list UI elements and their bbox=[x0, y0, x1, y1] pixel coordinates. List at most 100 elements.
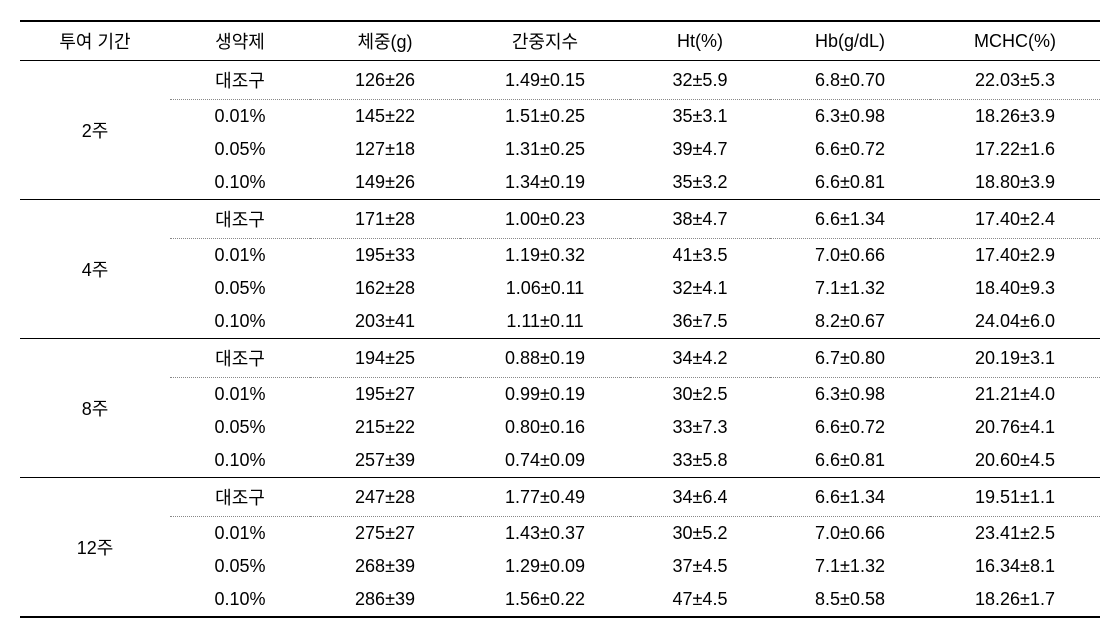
data-cell: 30±2.5 bbox=[630, 378, 770, 412]
data-cell: 35±3.1 bbox=[630, 100, 770, 134]
data-cell: 0.05% bbox=[170, 411, 310, 444]
data-cell: 34±4.2 bbox=[630, 339, 770, 378]
data-cell: 16.34±8.1 bbox=[930, 550, 1100, 583]
data-cell: 21.21±4.0 bbox=[930, 378, 1100, 412]
data-cell: 162±28 bbox=[310, 272, 460, 305]
data-cell: 대조구 bbox=[170, 478, 310, 517]
data-cell: 286±39 bbox=[310, 583, 460, 617]
table-row: 8주대조구194±250.88±0.1934±4.26.7±0.8020.19±… bbox=[20, 339, 1100, 378]
data-cell: 1.43±0.37 bbox=[460, 517, 630, 551]
data-cell: 194±25 bbox=[310, 339, 460, 378]
data-cell: 대조구 bbox=[170, 200, 310, 239]
data-cell: 0.10% bbox=[170, 166, 310, 200]
data-cell: 18.26±1.7 bbox=[930, 583, 1100, 617]
data-cell: 1.19±0.32 bbox=[460, 239, 630, 273]
data-cell: 0.01% bbox=[170, 239, 310, 273]
data-cell: 37±4.5 bbox=[630, 550, 770, 583]
data-cell: 23.41±2.5 bbox=[930, 517, 1100, 551]
data-cell: 0.05% bbox=[170, 272, 310, 305]
data-cell: 22.03±5.3 bbox=[930, 61, 1100, 100]
data-cell: 7.1±1.32 bbox=[770, 272, 930, 305]
data-cell: 0.74±0.09 bbox=[460, 444, 630, 478]
data-cell: 275±27 bbox=[310, 517, 460, 551]
col-liver: 간중지수 bbox=[460, 21, 630, 61]
table-row: 4주대조구171±281.00±0.2338±4.76.6±1.3417.40±… bbox=[20, 200, 1100, 239]
data-cell: 127±18 bbox=[310, 133, 460, 166]
table-row: 12주대조구247±281.77±0.4934±6.46.6±1.3419.51… bbox=[20, 478, 1100, 517]
data-cell: 대조구 bbox=[170, 339, 310, 378]
table-row: 0.01%195±270.99±0.1930±2.56.3±0.9821.21±… bbox=[20, 378, 1100, 412]
data-cell: 6.6±1.34 bbox=[770, 478, 930, 517]
data-cell: 1.31±0.25 bbox=[460, 133, 630, 166]
data-cell: 6.3±0.98 bbox=[770, 378, 930, 412]
data-cell: 6.8±0.70 bbox=[770, 61, 930, 100]
data-cell: 126±26 bbox=[310, 61, 460, 100]
data-cell: 215±22 bbox=[310, 411, 460, 444]
period-cell: 12주 bbox=[20, 478, 170, 618]
data-cell: 1.49±0.15 bbox=[460, 61, 630, 100]
data-cell: 0.01% bbox=[170, 378, 310, 412]
data-cell: 30±5.2 bbox=[630, 517, 770, 551]
data-cell: 0.01% bbox=[170, 100, 310, 134]
data-cell: 39±4.7 bbox=[630, 133, 770, 166]
data-cell: 1.77±0.49 bbox=[460, 478, 630, 517]
table-row: 0.01%275±271.43±0.3730±5.27.0±0.6623.41±… bbox=[20, 517, 1100, 551]
data-cell: 20.19±3.1 bbox=[930, 339, 1100, 378]
table-row: 0.01%195±331.19±0.3241±3.57.0±0.6617.40±… bbox=[20, 239, 1100, 273]
header-row: 투여 기간 생약제 체중(g) 간중지수 Ht(%) Hb(g/dL) MCHC… bbox=[20, 21, 1100, 61]
table-row: 0.10%286±391.56±0.2247±4.58.5±0.5818.26±… bbox=[20, 583, 1100, 617]
table-row: 0.10%257±390.74±0.0933±5.86.6±0.8120.60±… bbox=[20, 444, 1100, 478]
data-cell: 0.99±0.19 bbox=[460, 378, 630, 412]
data-cell: 20.76±4.1 bbox=[930, 411, 1100, 444]
col-period: 투여 기간 bbox=[20, 21, 170, 61]
data-cell: 17.22±1.6 bbox=[930, 133, 1100, 166]
data-cell: 145±22 bbox=[310, 100, 460, 134]
data-cell: 0.80±0.16 bbox=[460, 411, 630, 444]
data-cell: 24.04±6.0 bbox=[930, 305, 1100, 339]
data-cell: 33±5.8 bbox=[630, 444, 770, 478]
data-cell: 8.5±0.58 bbox=[770, 583, 930, 617]
table-row: 0.10%203±411.11±0.1136±7.58.2±0.6724.04±… bbox=[20, 305, 1100, 339]
col-weight: 체중(g) bbox=[310, 21, 460, 61]
data-cell: 6.7±0.80 bbox=[770, 339, 930, 378]
data-cell: 35±3.2 bbox=[630, 166, 770, 200]
data-cell: 34±6.4 bbox=[630, 478, 770, 517]
data-cell: 247±28 bbox=[310, 478, 460, 517]
data-cell: 6.6±1.34 bbox=[770, 200, 930, 239]
data-cell: 6.3±0.98 bbox=[770, 100, 930, 134]
period-cell: 8주 bbox=[20, 339, 170, 478]
data-cell: 8.2±0.67 bbox=[770, 305, 930, 339]
col-hb: Hb(g/dL) bbox=[770, 21, 930, 61]
data-table: 투여 기간 생약제 체중(g) 간중지수 Ht(%) Hb(g/dL) MCHC… bbox=[20, 20, 1100, 618]
data-cell: 171±28 bbox=[310, 200, 460, 239]
data-cell: 33±7.3 bbox=[630, 411, 770, 444]
data-cell: 47±4.5 bbox=[630, 583, 770, 617]
col-agent: 생약제 bbox=[170, 21, 310, 61]
data-cell: 17.40±2.9 bbox=[930, 239, 1100, 273]
data-cell: 268±39 bbox=[310, 550, 460, 583]
data-cell: 257±39 bbox=[310, 444, 460, 478]
data-cell: 149±26 bbox=[310, 166, 460, 200]
data-cell: 19.51±1.1 bbox=[930, 478, 1100, 517]
table-row: 0.01%145±221.51±0.2535±3.16.3±0.9818.26±… bbox=[20, 100, 1100, 134]
data-cell: 1.56±0.22 bbox=[460, 583, 630, 617]
data-cell: 195±33 bbox=[310, 239, 460, 273]
data-cell: 32±5.9 bbox=[630, 61, 770, 100]
data-cell: 0.05% bbox=[170, 133, 310, 166]
data-cell: 6.6±0.81 bbox=[770, 444, 930, 478]
data-cell: 1.29±0.09 bbox=[460, 550, 630, 583]
data-cell: 6.6±0.72 bbox=[770, 411, 930, 444]
table-row: 0.10%149±261.34±0.1935±3.26.6±0.8118.80±… bbox=[20, 166, 1100, 200]
data-cell: 0.01% bbox=[170, 517, 310, 551]
table-row: 0.05%215±220.80±0.1633±7.36.6±0.7220.76±… bbox=[20, 411, 1100, 444]
table-row: 2주대조구126±261.49±0.1532±5.96.8±0.7022.03±… bbox=[20, 61, 1100, 100]
data-cell: 18.80±3.9 bbox=[930, 166, 1100, 200]
data-cell: 36±7.5 bbox=[630, 305, 770, 339]
data-cell: 18.40±9.3 bbox=[930, 272, 1100, 305]
data-cell: 6.6±0.81 bbox=[770, 166, 930, 200]
data-cell: 38±4.7 bbox=[630, 200, 770, 239]
data-cell: 18.26±3.9 bbox=[930, 100, 1100, 134]
data-cell: 1.06±0.11 bbox=[460, 272, 630, 305]
period-cell: 2주 bbox=[20, 61, 170, 200]
data-cell: 41±3.5 bbox=[630, 239, 770, 273]
